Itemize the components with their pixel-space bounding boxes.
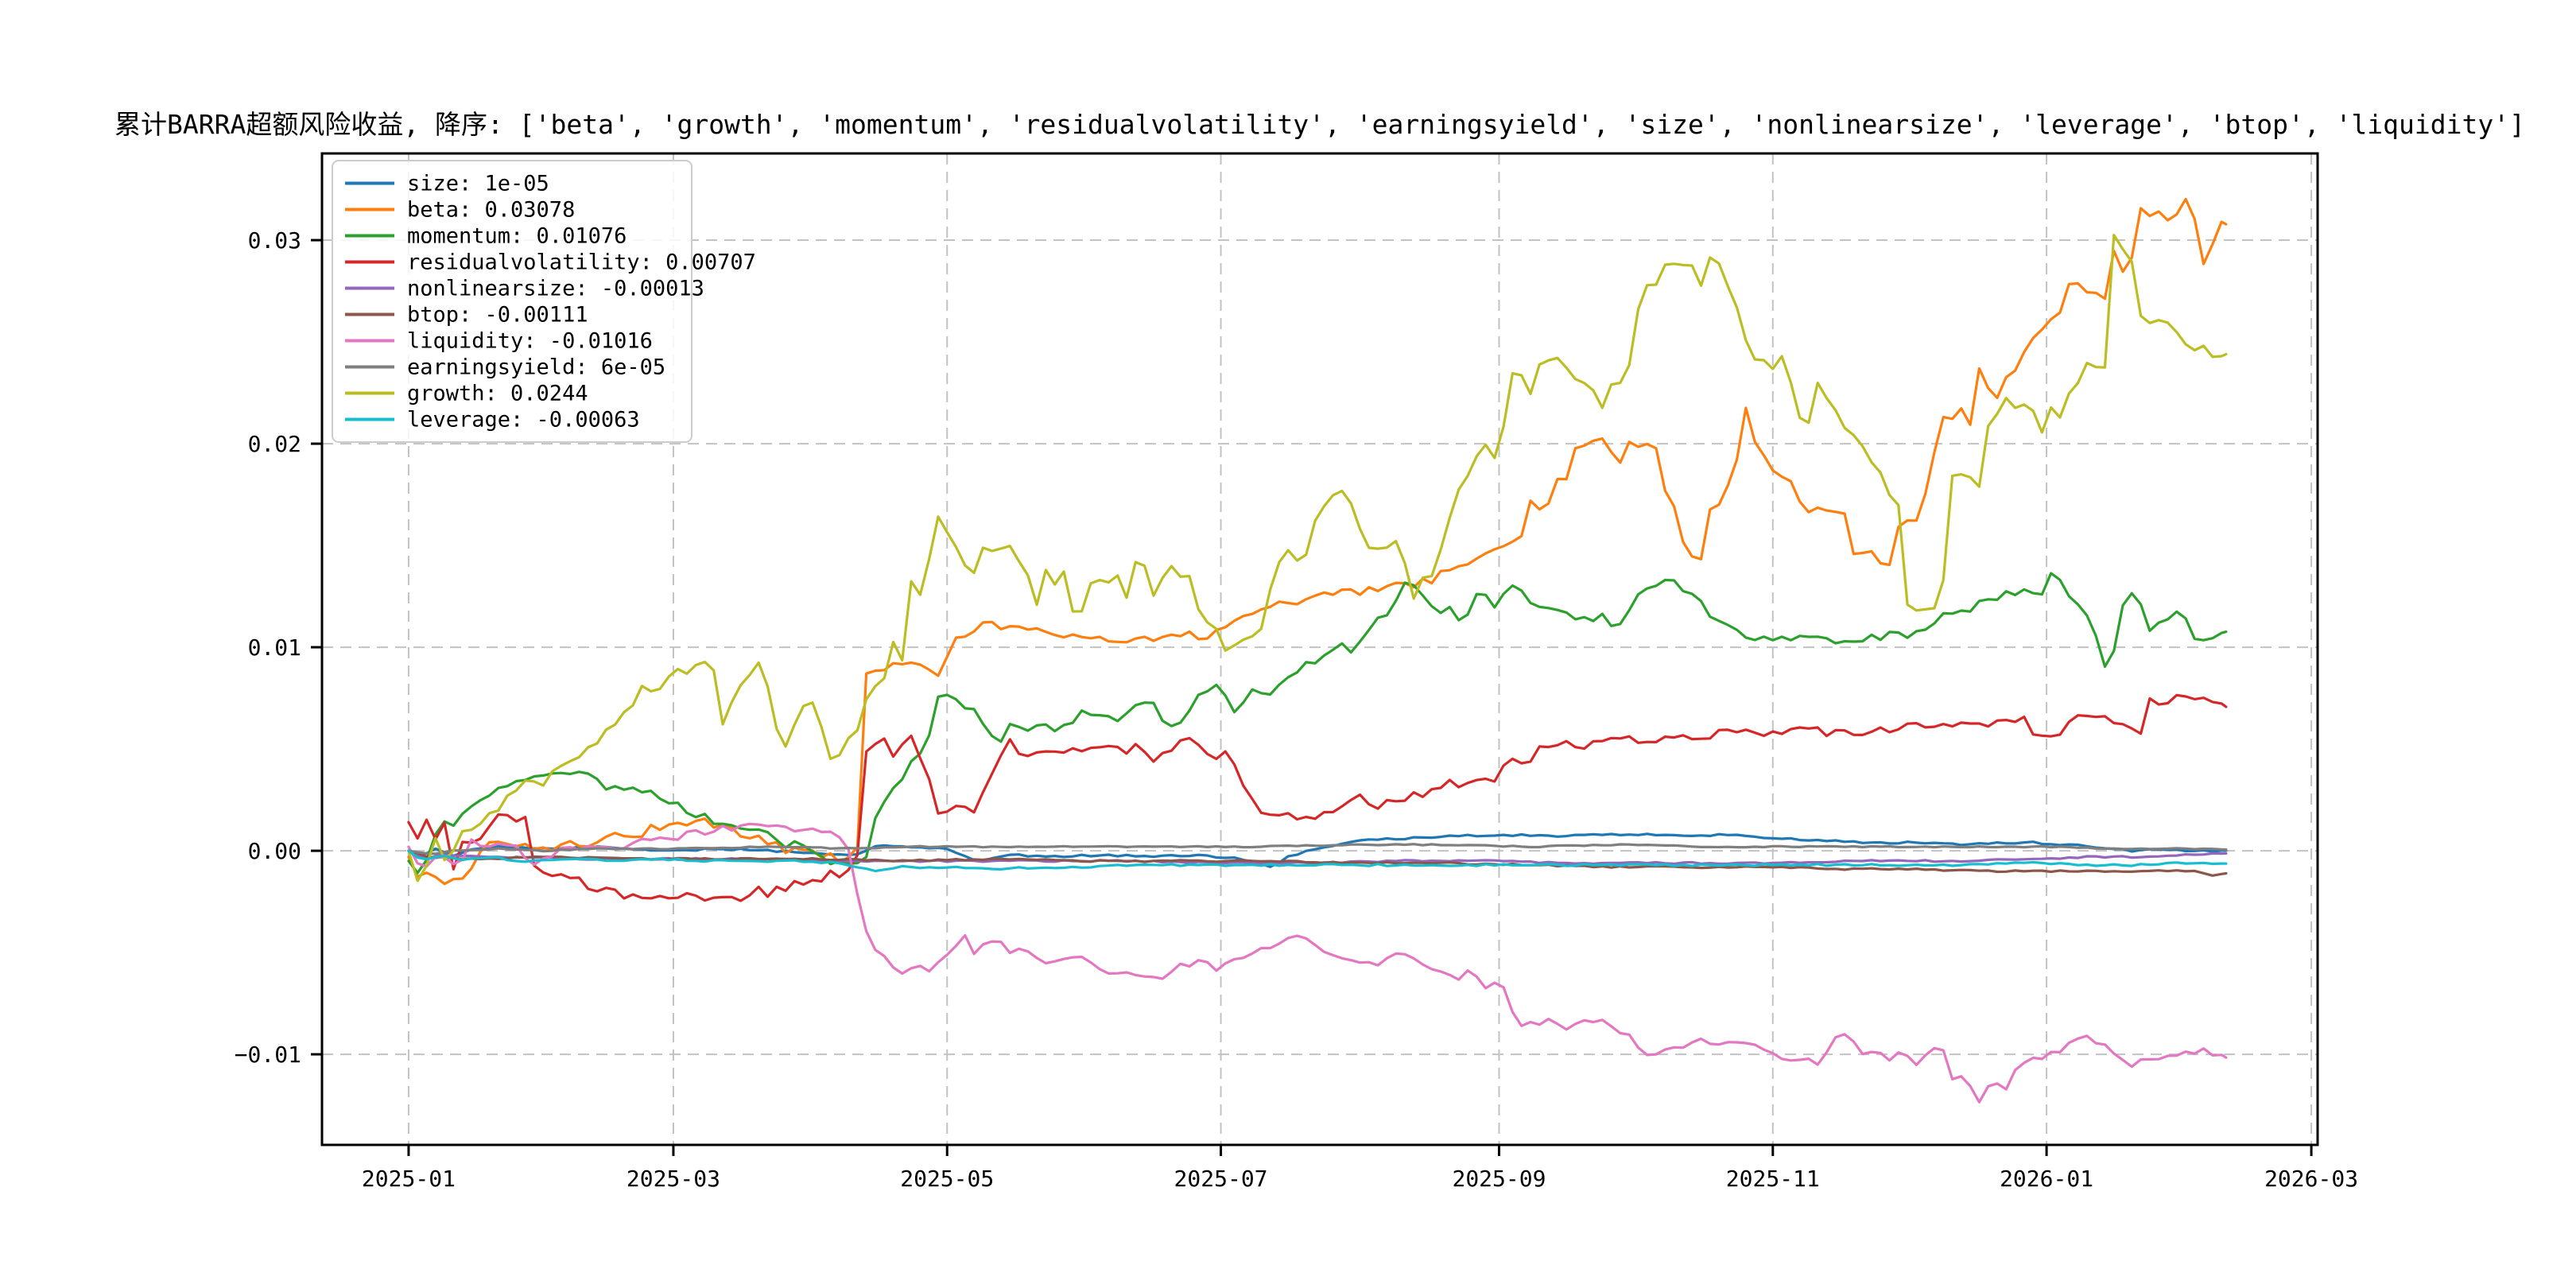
chart-title: 累计BARRA超额风险收益, 降序: ['beta', 'growth', 'm… [114,109,2525,140]
x-tick-label: 2025-07 [1174,1166,1268,1192]
legend-item-leverage: leverage: -0.00063 [345,408,640,433]
legend-item-momentum: momentum: 0.01076 [345,224,627,249]
x-tick-label: 2025-11 [1726,1166,1820,1192]
axis-ticks: 2025-01 2025-03 2025-05 2025-07 2025-09 2025-… [235,227,2358,1192]
legend-item-beta: beta: 0.03078 [345,198,575,223]
x-tick-label: 2025-03 [627,1166,720,1192]
series-line-beta [407,197,2228,886]
series-line-liquidity [407,822,2228,1104]
series-line-growth [407,234,2228,883]
x-tick-label: 2025-05 [900,1166,994,1192]
series-line-residualvolatility [407,693,2228,902]
series-line-btop [407,849,2228,877]
legend-label-growth: growth: 0.0244 [407,382,588,406]
legend-item-growth: growth: 0.0244 [345,382,588,406]
legend-label-liquidity: liquidity: -0.01016 [407,329,653,354]
legend-item-btop: btop: -0.00111 [345,303,588,328]
series-line-earningsyield [407,843,2228,855]
legend-item-residualvolatility: residualvolatility: 0.00707 [345,250,756,275]
legend-frame [332,160,692,443]
x-tick-label: 2026-01 [2000,1166,2093,1192]
legend-label-earningsyield: earningsyield: 6e-05 [407,355,665,380]
legend-item-liquidity: liquidity: -0.01016 [345,329,653,354]
legend-label-btop: btop: -0.00111 [407,303,588,328]
y-tick-label: 0.03 [248,227,301,254]
legend-label-nonlinearsize: nonlinearsize: -0.00013 [407,277,704,301]
legend-item-earningsyield: earningsyield: 6e-05 [345,355,665,380]
legend-label-momentum: momentum: 0.01076 [407,224,627,249]
legend-label-residualvolatility: residualvolatility: 0.00707 [407,250,756,275]
plot-border [320,152,2319,1146]
data-series [407,197,2228,1104]
y-tick-label: 0.02 [248,431,301,457]
y-tick-label: −0.01 [235,1042,301,1068]
x-tick-label: 2026-03 [2264,1166,2358,1192]
y-tick-label: 0.01 [248,634,301,661]
x-tick-label: 2025-09 [1452,1166,1546,1192]
y-tick-label: 0.00 [248,838,301,864]
series-line-leverage [407,849,2228,873]
legend-item-nonlinearsize: nonlinearsize: -0.00013 [345,277,704,301]
series-line-momentum [407,572,2228,875]
legend-label-size: size: 1e-05 [407,172,549,196]
legend-item-size: size: 1e-05 [345,172,549,196]
legend-label-beta: beta: 0.03078 [407,198,575,223]
x-tick-label: 2025-01 [362,1166,456,1192]
legend-label-leverage: leverage: -0.00063 [407,408,640,433]
